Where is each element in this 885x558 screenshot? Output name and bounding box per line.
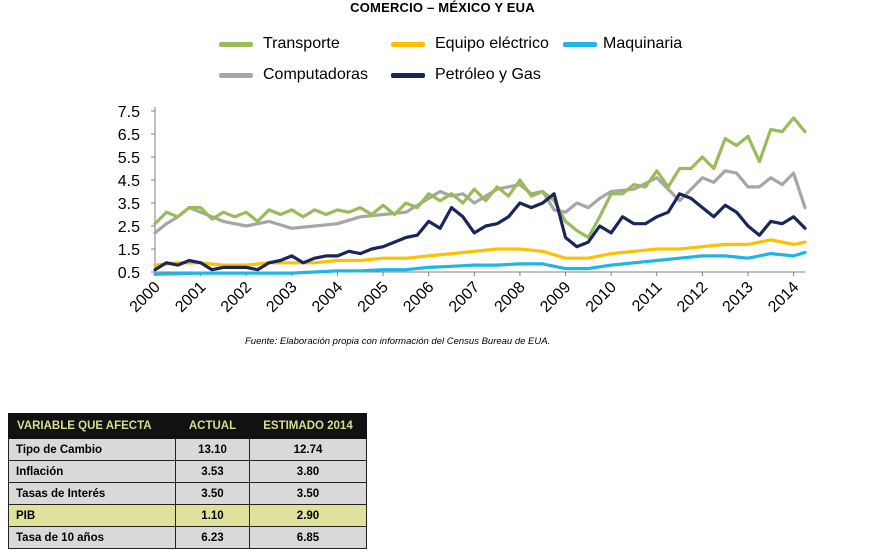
line-chart: 7.56.55.54.53.52.51.50.5 2000 2001 2002 200… [118, 104, 807, 316]
legend-label: Transporte [263, 35, 340, 52]
y-tick-label: 0.5 [118, 265, 140, 282]
x-tick-label: 2000 [127, 279, 164, 316]
y-tick-label: 1.5 [118, 242, 140, 259]
page-title: COMERCIO – MÉXICO Y EUA [350, 0, 535, 15]
x-tick-label: 2011 [629, 279, 665, 315]
series-line-equipo-el-ctrico [153, 238, 807, 267]
estimado-cell: 12.74 [249, 438, 367, 461]
x-tick-label: 2003 [263, 279, 300, 316]
legend-label: Equipo eléctrico [435, 35, 549, 52]
table-row: Tasa de 10 años 6.23 6.85 [8, 526, 367, 549]
source-note: Fuente: Elaboración propia con informaci… [245, 336, 551, 347]
legend-item-equipo-electrico: Equipo eléctrico [391, 35, 549, 53]
y-tick-label: 5.5 [118, 150, 140, 167]
x-tick-label: 2006 [400, 279, 437, 316]
variable-cell: Inflación [8, 460, 176, 483]
x-tick-label: 2002 [218, 279, 255, 316]
y-tick-label: 4.5 [118, 173, 140, 190]
y-axis: 7.5 6.5 5.5 4.5 3.5 2.5 1.5 0.5 [118, 104, 156, 282]
x-tick-label: 2014 [765, 279, 802, 316]
variable-cell: PIB [8, 504, 176, 527]
actual-cell: 6.23 [175, 526, 250, 549]
y-tick-label: 2.5 [118, 219, 140, 236]
column-header-estimado: ESTIMADO 2014 [249, 413, 367, 439]
x-tick-label: 2008 [492, 279, 529, 316]
actual-cell: 1.10 [175, 504, 250, 527]
table-header-row: VARIABLE QUE AFECTA ACTUAL ESTIMADO 2014 [8, 413, 367, 439]
legend-label: Maquinaria [603, 35, 683, 52]
variables-table: VARIABLE QUE AFECTA ACTUAL ESTIMADO 2014… [8, 413, 367, 549]
series-line-petr-leo-y-gas [153, 192, 807, 272]
legend-item-computadoras: Computadoras [219, 66, 368, 84]
legend-item-maquinaria: Maquinaria [563, 35, 682, 53]
x-tick-label: 2001 [172, 279, 209, 316]
x-tick-label: 2012 [674, 279, 711, 316]
legend-swatch [563, 41, 597, 47]
estimado-cell: 2.90 [249, 504, 367, 527]
series-layer [153, 116, 807, 276]
x-tick-label: 2009 [537, 279, 574, 316]
x-tick-label: 2004 [309, 279, 346, 316]
y-tick-label: 6.5 [118, 127, 140, 144]
variable-cell: Tasas de Interés [8, 482, 176, 505]
legend-label: Computadoras [263, 66, 368, 83]
column-header-variable: VARIABLE QUE AFECTA [8, 413, 176, 439]
actual-cell: 3.53 [175, 460, 250, 483]
x-tick-label: 2013 [720, 279, 757, 316]
series-line-computadoras [153, 169, 807, 235]
x-tick-label: 2005 [355, 279, 392, 316]
actual-cell: 13.10 [175, 438, 250, 461]
legend-swatch [219, 41, 253, 47]
actual-cell: 3.50 [175, 482, 250, 505]
y-tick-label: 3.5 [118, 196, 140, 213]
legend-swatch [219, 72, 253, 78]
y-tick-label: 7.5 [118, 104, 140, 121]
x-tick-label: 2010 [583, 279, 620, 316]
variable-cell: Tasa de 10 años [8, 526, 176, 549]
estimado-cell: 3.50 [249, 482, 367, 505]
series-line-transporte [153, 116, 807, 240]
estimado-cell: 6.85 [249, 526, 367, 549]
legend-swatch [391, 72, 425, 78]
legend-item-petroleo-gas: Petróleo y Gas [391, 66, 541, 84]
series-line-maquinaria [153, 250, 807, 276]
estimado-cell: 3.80 [249, 460, 367, 483]
legend-swatch [391, 41, 425, 47]
table-row: Tipo de Cambio 13.10 12.74 [8, 438, 367, 461]
table-row: Tasas de Interés 3.50 3.50 [8, 482, 367, 505]
table-row-highlighted: PIB 1.10 2.90 [8, 504, 367, 527]
legend-label: Petróleo y Gas [435, 66, 541, 83]
column-header-actual: ACTUAL [175, 413, 250, 439]
variable-cell: Tipo de Cambio [8, 438, 176, 461]
table-row: Inflación 3.53 3.80 [8, 460, 367, 483]
x-axis: 2000 2001 2002 2003 2004 2005 2006 2007 2008 2009… [127, 271, 805, 316]
legend-item-transporte: Transporte [219, 35, 340, 53]
x-tick-label: 2007 [446, 279, 483, 316]
